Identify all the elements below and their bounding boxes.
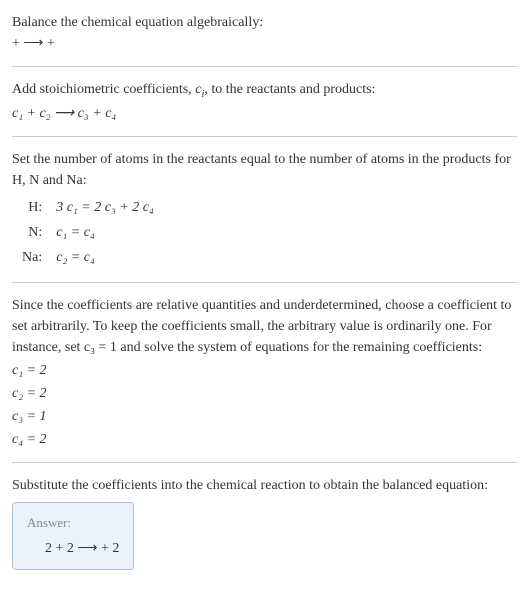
atoms-section: Set the number of atoms in the reactants… bbox=[12, 149, 517, 270]
stoich-intro: Add stoichiometric coefficients, ci, to … bbox=[12, 79, 517, 103]
atom-label: H: bbox=[16, 195, 50, 220]
solve-section: Since the coefficients are relative quan… bbox=[12, 295, 517, 450]
stoich-equation: c₁ + c₂ ⟶ c₃ + c₄ bbox=[12, 103, 517, 124]
divider bbox=[12, 66, 517, 67]
coef-line: c₄ = 2 bbox=[12, 429, 517, 450]
divider bbox=[12, 462, 517, 463]
atom-equation: c₂ = c₄ bbox=[50, 245, 160, 270]
divider bbox=[12, 136, 517, 137]
stoich-section: Add stoichiometric coefficients, ci, to … bbox=[12, 79, 517, 124]
answer-label: Answer: bbox=[27, 513, 119, 533]
intro-line1: Balance the chemical equation algebraica… bbox=[12, 12, 517, 33]
intro-section: Balance the chemical equation algebraica… bbox=[12, 12, 517, 54]
stoich-suffix: , to the reactants and products: bbox=[204, 82, 375, 97]
final-section: Substitute the coefficients into the che… bbox=[12, 475, 517, 571]
coef-line: c₁ = 2 bbox=[12, 360, 517, 381]
atoms-intro: Set the number of atoms in the reactants… bbox=[12, 149, 517, 191]
atom-equation: 3 c₁ = 2 c₃ + 2 c₄ bbox=[50, 195, 160, 220]
atoms-table: H: 3 c₁ = 2 c₃ + 2 c₄ N: c₁ = c₄ Na: c₂ … bbox=[16, 195, 160, 270]
answer-box: Answer: 2 + 2 ⟶ + 2 bbox=[12, 502, 134, 571]
table-row: H: 3 c₁ = 2 c₃ + 2 c₄ bbox=[16, 195, 160, 220]
final-intro: Substitute the coefficients into the che… bbox=[12, 475, 517, 496]
solve-intro: Since the coefficients are relative quan… bbox=[12, 295, 517, 358]
atom-label: Na: bbox=[16, 245, 50, 270]
table-row: N: c₁ = c₄ bbox=[16, 220, 160, 245]
intro-line2: + ⟶ + bbox=[12, 33, 517, 54]
stoich-prefix: Add stoichiometric coefficients, bbox=[12, 82, 195, 97]
table-row: Na: c₂ = c₄ bbox=[16, 245, 160, 270]
atom-label: N: bbox=[16, 220, 50, 245]
coef-line: c₃ = 1 bbox=[12, 406, 517, 427]
answer-equation: 2 + 2 ⟶ + 2 bbox=[27, 538, 119, 559]
divider bbox=[12, 282, 517, 283]
coef-line: c₂ = 2 bbox=[12, 383, 517, 404]
atom-equation: c₁ = c₄ bbox=[50, 220, 160, 245]
